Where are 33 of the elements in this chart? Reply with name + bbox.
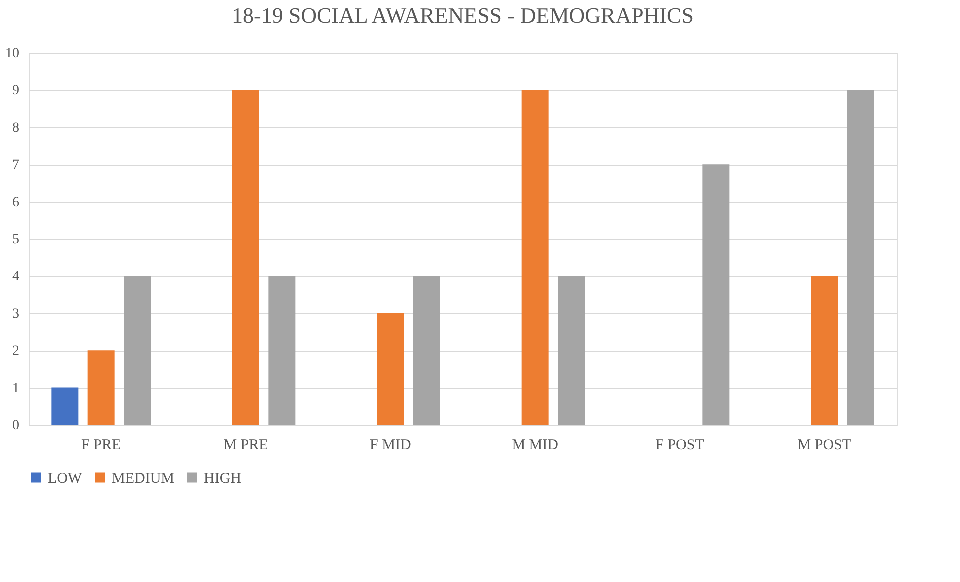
x-tick-label: M POST [798, 438, 852, 454]
bar [811, 276, 838, 425]
bar [88, 350, 115, 425]
x-tick-label: F PRE [82, 438, 122, 454]
x-tick-label: F POST [656, 438, 704, 454]
y-tick-label: 1 [12, 381, 20, 396]
bar [702, 164, 730, 425]
y-tick-label: 10 [6, 46, 20, 62]
y-tick-label: 7 [12, 158, 20, 174]
y-tick-label: 4 [12, 270, 20, 285]
bar [558, 276, 585, 425]
y-tick-label: 5 [12, 232, 20, 248]
chart-title: 18-19 SOCIAL AWARENESS - DEMOGRAPHICS [232, 3, 694, 28]
bar [413, 276, 440, 425]
x-tick-label: M MID [512, 438, 559, 454]
bar [268, 276, 296, 425]
y-tick-label: 8 [12, 120, 20, 136]
y-tick-label: 6 [12, 195, 20, 210]
bar [124, 276, 151, 425]
bar [232, 90, 260, 425]
legend-label: MEDIUM [112, 470, 174, 487]
legend-label: LOW [48, 470, 83, 487]
y-tick-label: 3 [12, 306, 20, 322]
y-tick-label: 9 [12, 84, 20, 99]
bar [522, 90, 549, 425]
y-tick-label: 2 [12, 344, 20, 360]
bar [847, 90, 874, 425]
legend-label: HIGH [204, 470, 242, 487]
x-tick-label: M PRE [224, 438, 268, 454]
y-tick-label: 0 [12, 418, 20, 434]
bar [52, 388, 79, 425]
bar [377, 313, 404, 425]
x-tick-label: F MID [370, 438, 412, 454]
